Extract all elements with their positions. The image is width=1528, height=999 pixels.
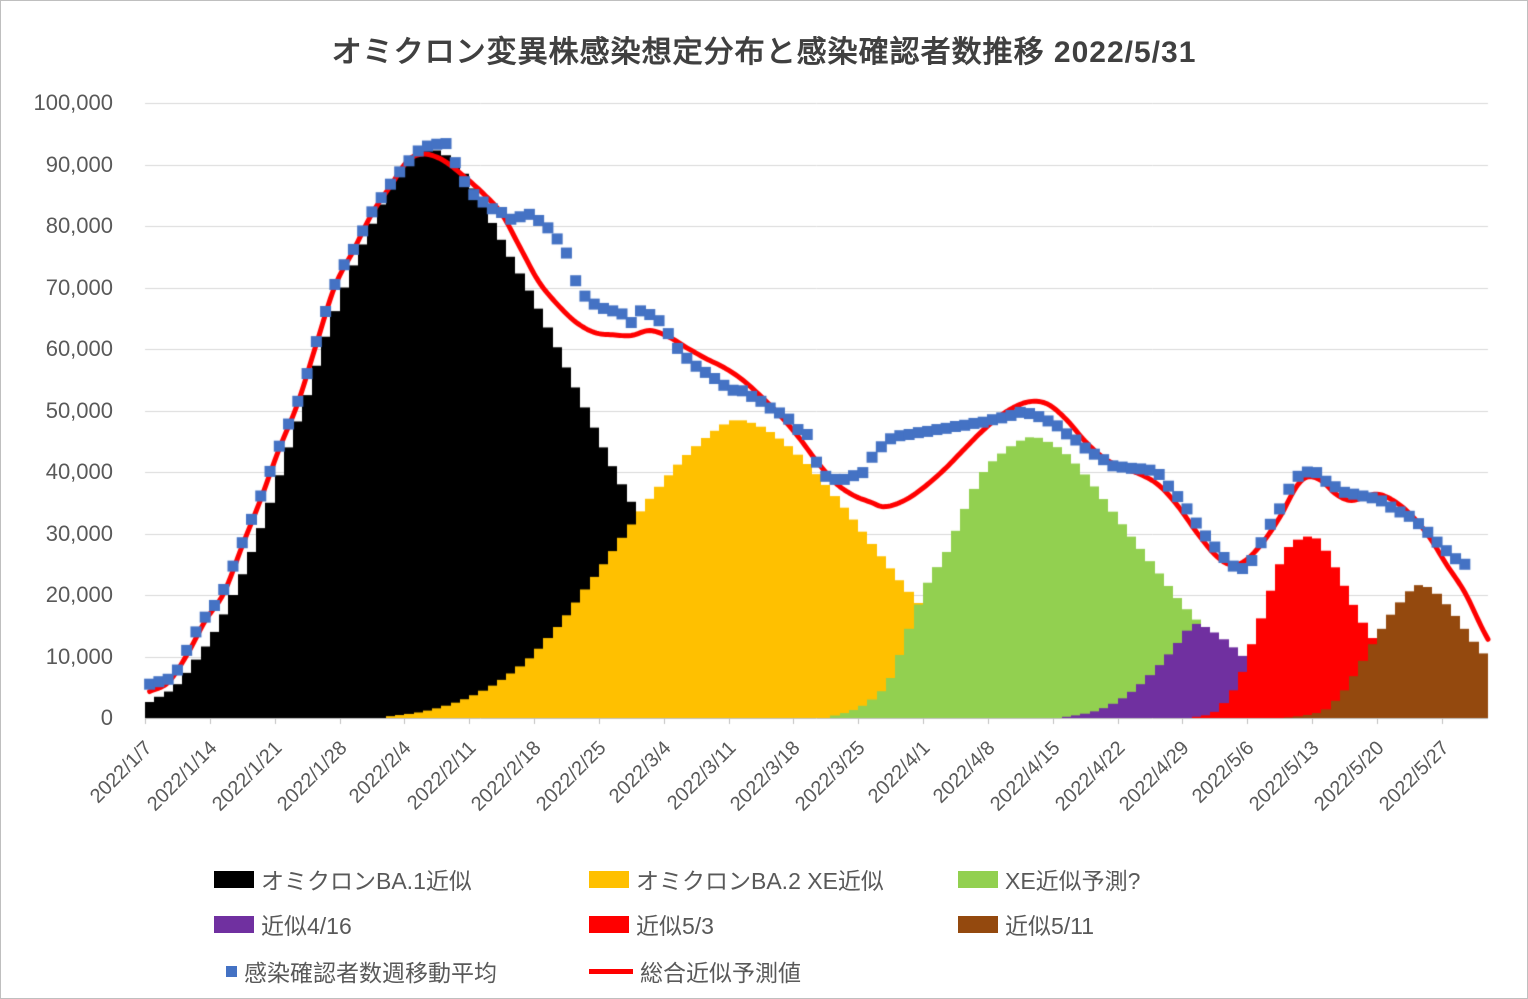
legend-item: オミクロンBA.1近似 <box>214 862 472 896</box>
legend-line-icon <box>589 968 633 974</box>
legend-item: 近似5/11 <box>958 907 1094 941</box>
legend-item: 近似4/16 <box>214 907 352 941</box>
y-axis-label: 70,000 <box>45 274 113 300</box>
y-axis-label: 0 <box>100 705 113 730</box>
legend-item: XE近似予測? <box>958 862 1140 896</box>
y-axis-label: 20,000 <box>45 582 113 607</box>
y-axis-label: 50,000 <box>45 397 113 423</box>
legend-swatch-icon <box>589 870 629 888</box>
legend-swatch-icon <box>958 915 998 933</box>
legend-label: 近似5/3 <box>636 913 714 939</box>
legend-swatch-icon <box>958 870 998 888</box>
legend-label: 近似5/11 <box>1005 913 1095 939</box>
y-axis-label: 30,000 <box>45 520 113 546</box>
chart-title: オミクロン変異株感染想定分布と感染確認者数推移 2022/5/31 <box>331 36 1197 69</box>
y-axis-label: 40,000 <box>45 459 113 484</box>
legend-marker-icon <box>226 965 237 977</box>
y-axis-label: 100,000 <box>33 90 113 115</box>
legend-label: 感染確認者数週移動平均 <box>244 960 497 986</box>
legend-label: オミクロンBA.1近似 <box>261 868 472 894</box>
legend-item: オミクロンBA.2 XE近似 <box>589 862 884 896</box>
legend-item: 総合近似予測値 <box>589 954 801 988</box>
y-axis-label: 90,000 <box>45 151 113 177</box>
legend-item: 近似5/3 <box>589 907 714 941</box>
legend-swatch-icon <box>214 915 254 933</box>
y-axis-label: 80,000 <box>45 213 113 238</box>
legend-label: 近似4/16 <box>261 913 352 939</box>
legend-swatch-icon <box>589 915 629 933</box>
legend-label: 総合近似予測値 <box>640 960 801 986</box>
y-axis-label: 10,000 <box>45 643 113 669</box>
legend-swatch-icon <box>214 870 254 888</box>
legend-item: 感染確認者数週移動平均 <box>226 954 497 988</box>
legend-label: オミクロンBA.2 XE近似 <box>636 868 884 894</box>
legend-label: XE近似予測? <box>1005 868 1141 894</box>
y-axis-label: 60,000 <box>45 336 113 361</box>
